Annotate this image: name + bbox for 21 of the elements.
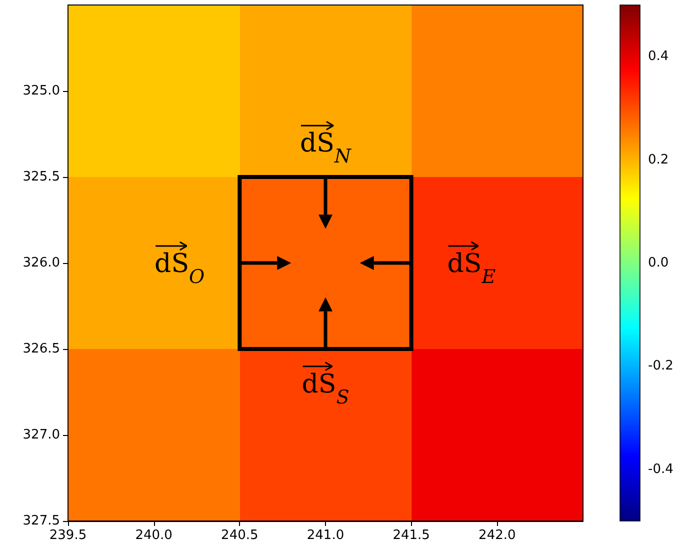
y-tick-label: 327.5	[22, 514, 60, 528]
y-tick-label: 326.5	[22, 342, 60, 356]
color-bar-label: -0.4	[648, 462, 674, 477]
x-tick-label: 240.5	[221, 528, 258, 543]
y-tick-label: 325.0	[22, 84, 60, 98]
annotation: dS$_{O}$	[154, 249, 206, 288]
y-tick-label: 325.5	[22, 170, 60, 184]
annotation: dS$_{N}$	[300, 128, 352, 168]
x-tick-label: 239.5	[49, 528, 87, 543]
color-bar-label: 0.0	[648, 256, 669, 270]
y-tick-label: 326.0	[22, 256, 60, 270]
color-bar-label: 0.4	[648, 49, 669, 64]
y-tick-label: 327.0	[22, 428, 60, 442]
x-tick-label: 241.0	[306, 528, 344, 543]
x-tick-label: 242.0	[478, 528, 516, 543]
x-tick-label: 240.0	[135, 528, 172, 543]
annotation: dS$_{E}$	[447, 249, 496, 288]
color-bar-label: -0.2	[648, 358, 674, 374]
annotation: dS$_{S}$	[302, 369, 350, 408]
x-tick-label: 241.5	[392, 528, 430, 543]
color-bar-label: 0.2	[648, 152, 669, 168]
